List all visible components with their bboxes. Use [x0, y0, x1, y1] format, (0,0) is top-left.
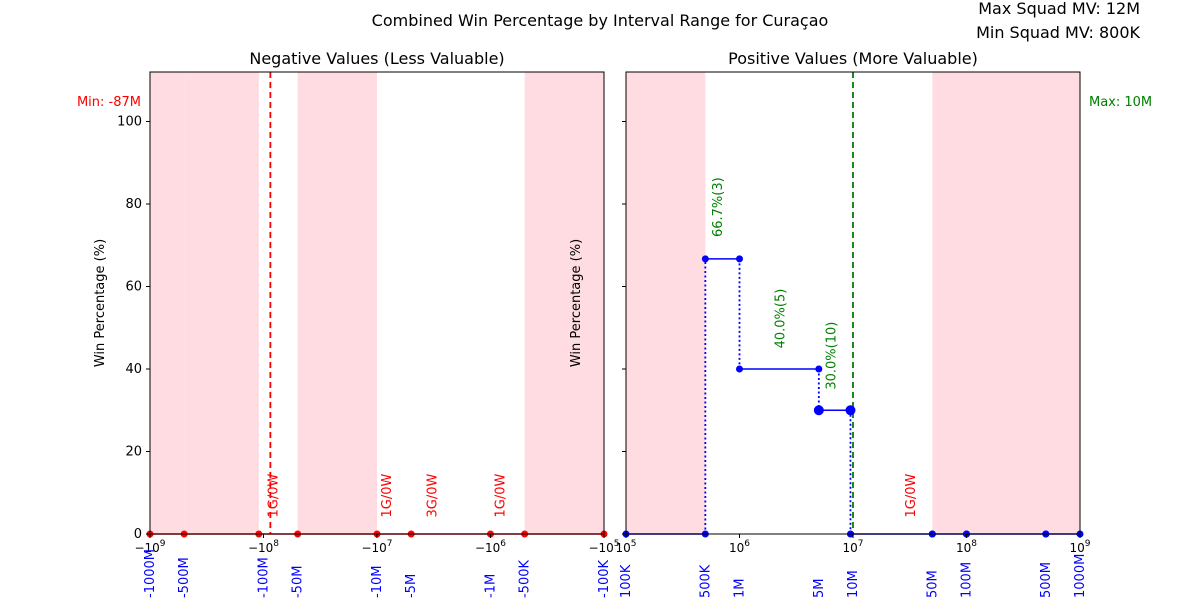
x-tick-label: 106	[729, 539, 750, 555]
interval-label: -500M	[177, 557, 192, 598]
interval-label: -1M	[484, 574, 499, 598]
interval-label: 5M	[812, 579, 827, 599]
interval-label: -100M	[257, 557, 272, 598]
x-tick-label: 105	[615, 539, 636, 555]
interval-label: -500K	[518, 559, 533, 598]
y-tick-label: 60	[125, 280, 142, 295]
shaded-range	[524, 72, 604, 534]
win-rate-label: 66.7%(3)	[711, 177, 726, 237]
interval-label: -1000M	[143, 549, 158, 598]
y-axis-label: Win Percentage (%)	[569, 239, 584, 367]
shaded-range	[966, 72, 1046, 534]
interval-label: -10M	[370, 566, 385, 598]
data-point	[813, 405, 824, 416]
games-label: 1G/0W	[267, 474, 282, 518]
games-label: 1G/0W	[904, 474, 919, 518]
interval-label: 10M	[846, 570, 861, 598]
data-point	[736, 365, 743, 373]
x-tick-label: −105	[588, 539, 619, 555]
y-tick-label: 20	[125, 445, 142, 460]
games-label: 3G/0W	[425, 474, 440, 518]
data-point	[701, 255, 709, 263]
interval-label: -5M	[404, 574, 419, 598]
win-rate-label: 40.0%(5)	[774, 289, 789, 349]
interval-label: -50M	[291, 566, 306, 598]
y-tick-label: 80	[125, 197, 142, 212]
y-axis-label: Win Percentage (%)	[93, 239, 108, 367]
interval-label: 500M	[1039, 562, 1054, 598]
shaded-range	[297, 72, 377, 534]
positive-values-panel: Max: 10M 66.7%(3) 40.0%(5) 30.0%(10) 1G/0W 10…	[569, 49, 1152, 598]
games-label: 1G/0W	[380, 474, 395, 518]
x-tick-label: −106	[475, 539, 506, 555]
figure-title: Combined Win Percentage by Interval Rang…	[372, 11, 829, 30]
shaded-range	[150, 72, 185, 534]
interval-label: 500K	[698, 564, 713, 598]
interval-label: 1M	[733, 579, 748, 599]
shaded-range	[184, 72, 259, 534]
interval-label: 50M	[925, 570, 940, 598]
shaded-range	[1045, 72, 1080, 534]
y-tick-label: 100	[117, 115, 142, 130]
panel-title: Positive Values (More Valuable)	[728, 49, 978, 68]
shaded-range	[932, 72, 967, 534]
win-rate-label: 30.0%(10)	[824, 322, 839, 390]
y-tick-label: 40	[125, 362, 142, 377]
min-value-label: Min: -87M	[77, 95, 141, 110]
panel-title: Negative Values (Less Valuable)	[249, 49, 504, 68]
interval-label: 100M	[960, 562, 975, 598]
x-tick-label: −109	[134, 539, 165, 555]
games-label: 1G/0W	[494, 474, 509, 518]
min-squad-mv-label: Min Squad MV: 800K	[976, 23, 1140, 42]
interval-label: -100K	[597, 559, 612, 598]
max-value-label: Max: 10M	[1089, 95, 1152, 110]
x-tick-label: −108	[248, 539, 279, 555]
interval-label: 1000M	[1073, 554, 1088, 598]
x-tick-label: 107	[842, 539, 863, 555]
max-squad-mv-label: Max Squad MV: 12M	[978, 0, 1140, 18]
y-tick-label: 0	[134, 527, 142, 542]
x-tick-label: −107	[361, 539, 392, 555]
x-tick-label: 108	[956, 539, 977, 555]
negative-values-panel: Min: -87M 1G/0W 1G/0W 3G/0W 1G/0W 0 20 40 60 80 10…	[77, 49, 620, 598]
interval-label: 100K	[619, 564, 634, 598]
shaded-range	[626, 72, 706, 534]
x-tick-label: 109	[1069, 539, 1090, 555]
